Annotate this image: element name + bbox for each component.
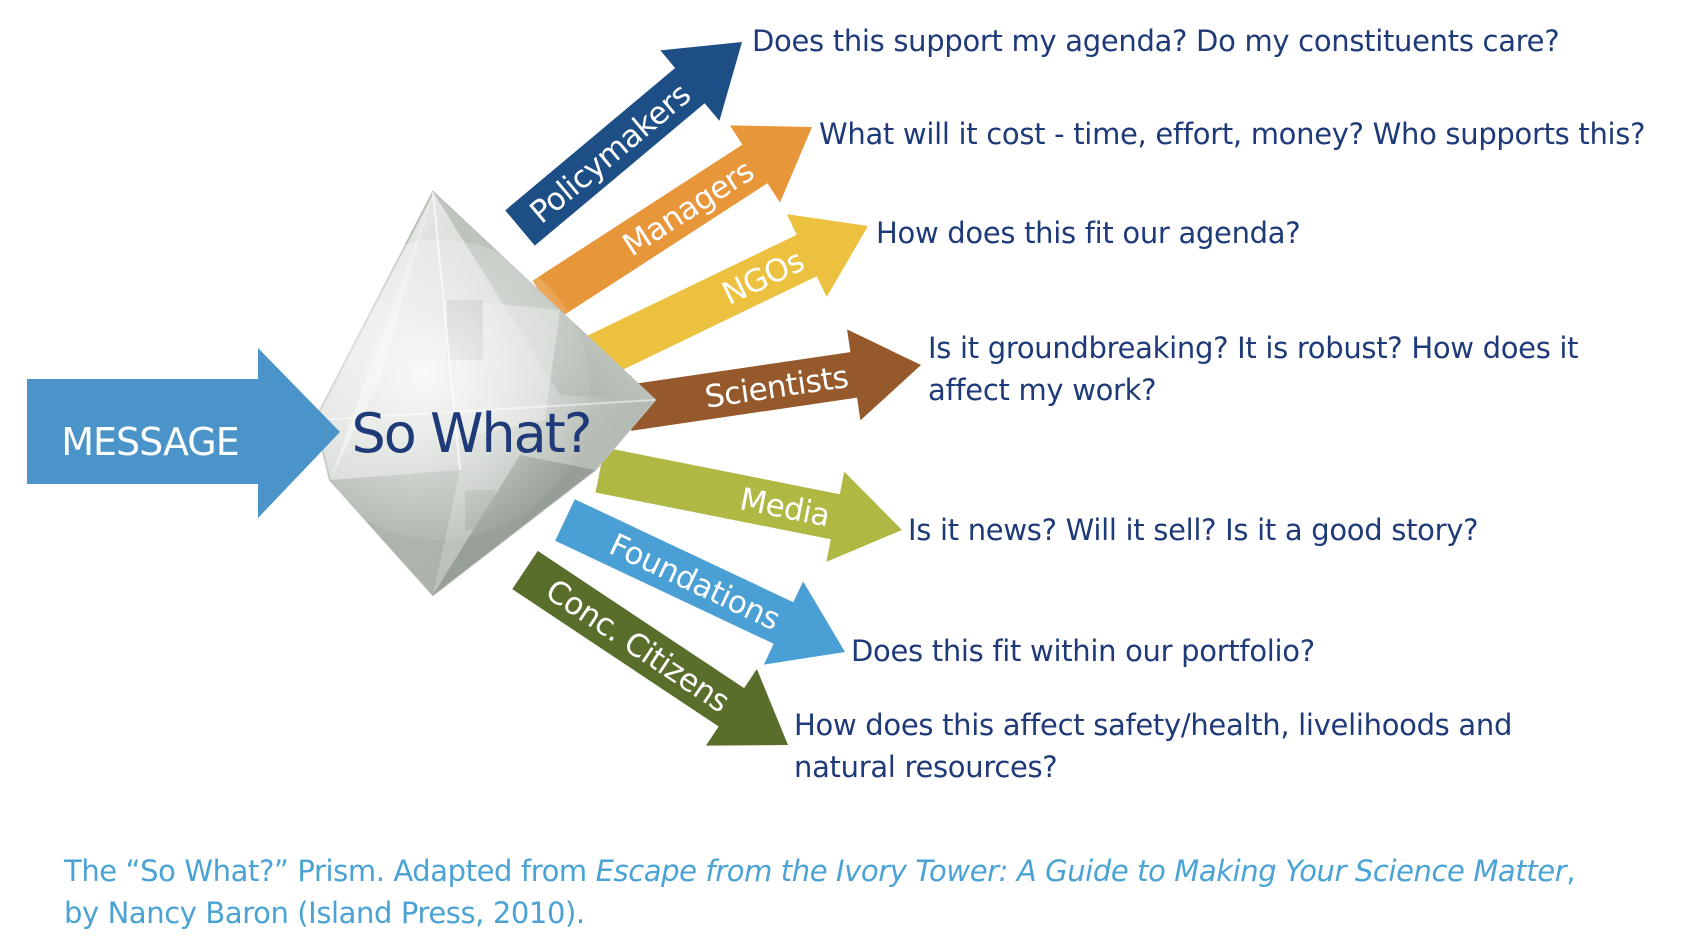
arrow-shape-policymakers — [505, 41, 743, 246]
arrow-label-managers: Managers — [616, 153, 760, 264]
caption-comma: , — [1566, 854, 1576, 888]
arrow-shape-media — [595, 447, 903, 562]
question-conc-citizens: How does this affect safety/health, live… — [794, 708, 1513, 784]
caption-book-title: Escape from the Ivory Tower: A Guide to … — [595, 854, 1567, 888]
caption: The “So What?” Prism. Adapted from Escap… — [64, 850, 1664, 934]
arrow-shape-foundations — [555, 499, 845, 665]
question-ngos: How does this fit our agenda? — [876, 216, 1301, 250]
question-policymakers: Does this support my agenda? Do my const… — [752, 24, 1560, 58]
caption-text: The “So What?” Prism. Adapted from — [64, 854, 596, 888]
arrow-shape-managers — [532, 125, 813, 320]
arrow-shape-ngos — [580, 214, 868, 381]
arrow-shape-scientists — [624, 329, 922, 431]
question-media: Is it news? Will it sell? Is it a good s… — [908, 513, 1479, 547]
prism-label: So What? — [351, 402, 590, 465]
prism-crystal — [290, 190, 657, 597]
question-managers: What will it cost - time, effort, money?… — [819, 117, 1646, 151]
arrow-shape-conc-citizens — [512, 550, 789, 746]
message-arrow: MESSAGE — [27, 348, 340, 518]
caption-author: by Nancy Baron (Island Press, 2010). — [64, 896, 585, 930]
message-label: MESSAGE — [61, 420, 239, 464]
question-foundations: Does this fit within our portfolio? — [851, 634, 1315, 668]
question-scientists: Is it groundbreaking? It is robust? How … — [928, 331, 1579, 407]
